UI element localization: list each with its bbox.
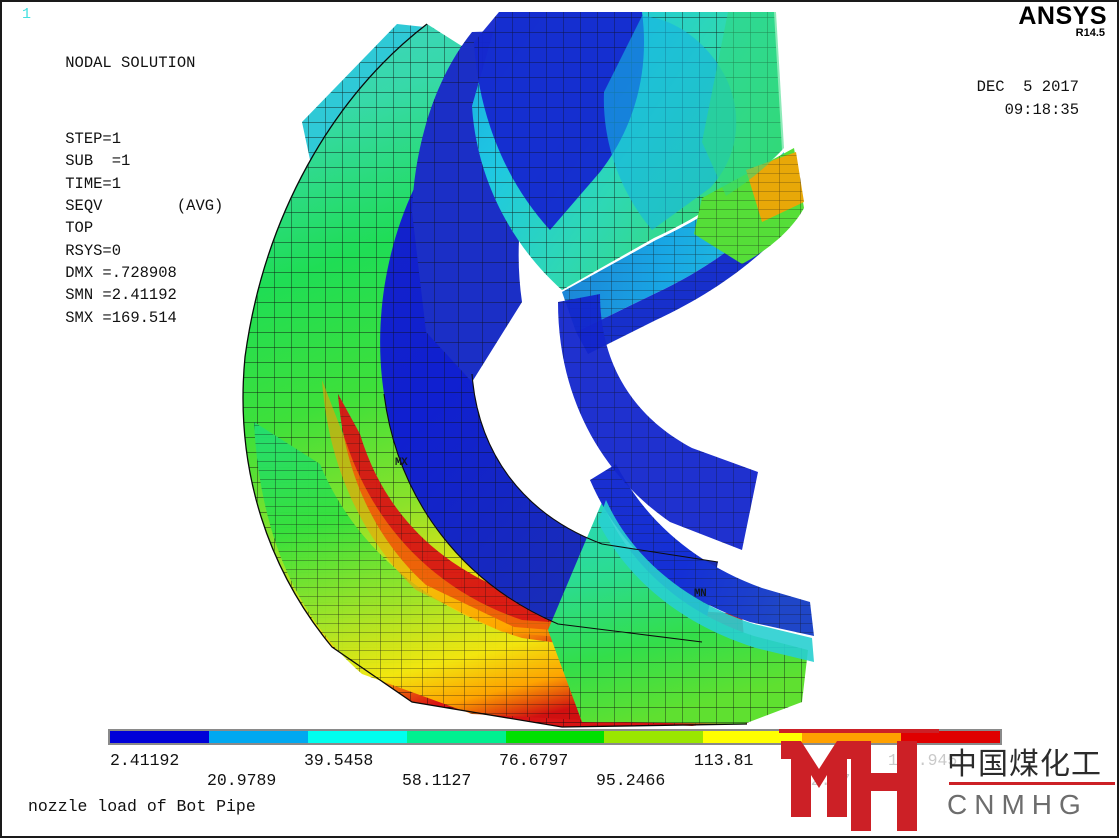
header-line-seqv: SEQV (AVG) xyxy=(65,197,224,216)
colorbar-band-8 xyxy=(901,731,1001,743)
colorbar-tick-0: 2.41192 xyxy=(110,751,180,770)
mesh-top-cyan-lobe xyxy=(603,16,737,230)
colorbar-band-0 xyxy=(110,731,209,743)
colorbar-band-5 xyxy=(604,731,704,743)
header-line-smn: SMN =2.41192 xyxy=(65,286,177,305)
model-outline xyxy=(242,23,748,728)
mesh-top-annulus xyxy=(472,12,782,290)
header-line-rsys: RSYS=0 xyxy=(65,241,122,260)
colorbar-band-6 xyxy=(703,731,803,743)
colorbar-tick-3: 58.1127 xyxy=(402,771,472,790)
colorbar-tick-1: 20.9789 xyxy=(207,771,277,790)
solution-info-block: NODAL SOLUTION STEP=1 SUB =1 TIME=1 SEQV… xyxy=(28,30,223,351)
time-label: 09:18:35 xyxy=(1004,100,1079,119)
mesh-hotspot-band xyxy=(338,394,744,642)
mesh-shelf-dark-band xyxy=(576,198,788,354)
mesh-inner-bore xyxy=(380,68,718,642)
header-line-top: TOP xyxy=(65,219,94,238)
contour-colorbar xyxy=(108,729,1002,745)
header-line-step: STEP=1 xyxy=(65,130,122,149)
colorbar-band-4 xyxy=(505,731,605,743)
watermark-chinese-text: 中国煤化工 xyxy=(947,747,1102,782)
colorbar-tick-5: 95.2466 xyxy=(596,771,666,790)
min-stress-marker: MN xyxy=(694,588,707,600)
date-label: DEC 5 2017 xyxy=(976,78,1079,97)
watermark-rule xyxy=(949,782,1115,785)
colorbar-tick-6: 113.81 xyxy=(694,751,754,770)
max-stress-marker: MX xyxy=(395,457,408,469)
mesh-top-green-edge xyxy=(702,12,784,196)
ansys-logo-text: ANSYS xyxy=(1018,2,1107,30)
mesh-upper-right-limb xyxy=(694,148,804,264)
colorbar-band-3 xyxy=(406,731,506,743)
ansys-logo: ANSYS R14.5 xyxy=(1018,2,1107,40)
colorbar-tick-4: 76.6797 xyxy=(499,751,569,770)
window-number: 1 xyxy=(22,6,32,23)
mesh-lower-right-face xyxy=(548,502,808,724)
header-line-dmx: DMX =.728908 xyxy=(65,263,177,282)
timestamp-block: DEC 5 2017 09:18:35 xyxy=(939,54,1079,143)
ansys-release-label: R14.5 xyxy=(1075,27,1105,39)
mesh-outer-lower-ramp xyxy=(254,422,744,726)
mesh-outer-face xyxy=(243,24,747,727)
mesh-upper-right-limb-hot xyxy=(746,152,804,222)
fea-mesh-model xyxy=(242,12,814,728)
header-line-sub: SUB =1 xyxy=(65,152,131,171)
mesh-bore-edge-lines xyxy=(471,373,719,563)
mesh-flange-upper-left xyxy=(302,24,472,252)
colorbar-band-1 xyxy=(208,731,308,743)
watermark: 中国煤化工 CNMHG xyxy=(779,729,1117,837)
colorbar-tick-2: 39.5458 xyxy=(304,751,374,770)
mesh-inner-wall-upper xyxy=(412,30,564,382)
colorbar-band-7 xyxy=(802,731,902,743)
watermark-english-text: CNMHG xyxy=(947,789,1088,820)
mesh-shelf-band xyxy=(562,152,786,332)
mesh-top-blue-lobe xyxy=(474,12,645,230)
solution-title: NODAL SOLUTION xyxy=(65,54,196,73)
mesh-bore-navy-field xyxy=(558,294,758,550)
plot-caption: nozzle load of Bot Pipe xyxy=(28,797,256,816)
header-line-smx: SMX =169.514 xyxy=(65,308,177,327)
header-line-time: TIME=1 xyxy=(65,174,122,193)
myh-logo-icon xyxy=(779,729,939,831)
mesh-transition-band xyxy=(322,380,744,650)
mesh-lower-right-blue-band xyxy=(590,464,814,636)
mesh-lower-right-cyan-band xyxy=(598,500,814,662)
colorbar-band-2 xyxy=(307,731,407,743)
